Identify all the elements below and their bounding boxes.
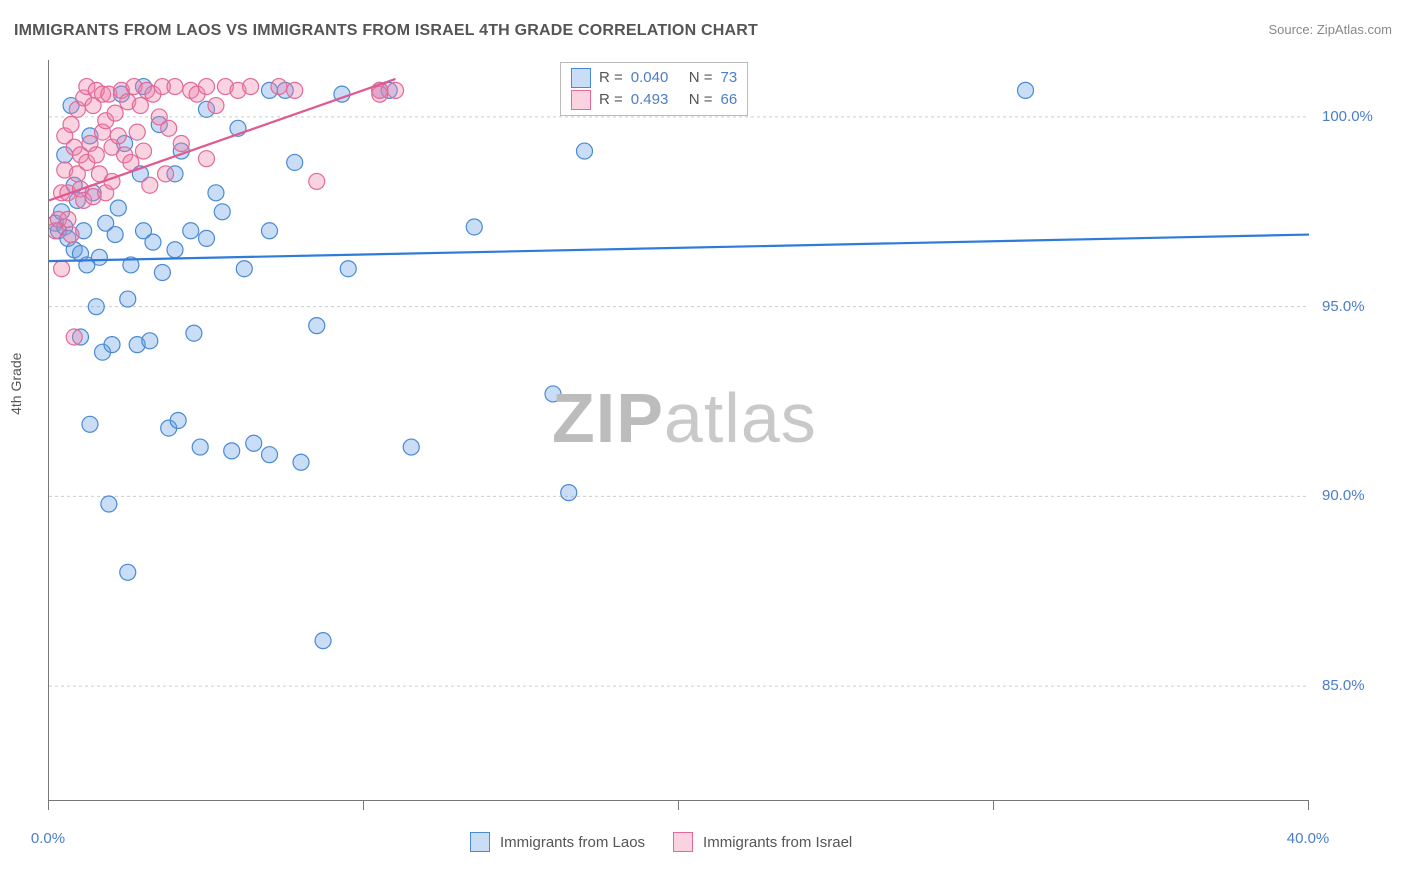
scatter-point bbox=[293, 454, 309, 470]
legend-r-value: 0.040 bbox=[631, 67, 681, 89]
scatter-point bbox=[158, 166, 174, 182]
plot-svg bbox=[49, 60, 1309, 800]
scatter-point bbox=[199, 230, 215, 246]
scatter-point bbox=[208, 98, 224, 114]
scatter-point bbox=[372, 86, 388, 102]
scatter-point bbox=[246, 435, 262, 451]
x-tick-mark bbox=[678, 800, 679, 810]
scatter-point bbox=[287, 154, 303, 170]
legend-n-label: N = bbox=[689, 89, 713, 111]
scatter-point bbox=[224, 443, 240, 459]
scatter-point bbox=[132, 98, 148, 114]
scatter-point bbox=[110, 128, 126, 144]
scatter-point bbox=[88, 147, 104, 163]
x-tick-mark bbox=[363, 800, 364, 810]
scatter-point bbox=[466, 219, 482, 235]
scatter-point bbox=[88, 299, 104, 315]
scatter-point bbox=[545, 386, 561, 402]
scatter-point bbox=[388, 82, 404, 98]
scatter-point bbox=[142, 177, 158, 193]
legend-row: R = 0.040 N = 73 bbox=[571, 67, 737, 89]
x-tick-label: 40.0% bbox=[1287, 830, 1330, 847]
scatter-point bbox=[173, 135, 189, 151]
scatter-point bbox=[161, 120, 177, 136]
y-tick-label: 90.0% bbox=[1322, 487, 1365, 504]
scatter-point bbox=[154, 265, 170, 281]
scatter-plot bbox=[48, 60, 1309, 801]
legend-bottom: Immigrants from Laos Immigrants from Isra… bbox=[470, 832, 870, 852]
legend-swatch bbox=[571, 68, 591, 88]
scatter-point bbox=[82, 416, 98, 432]
scatter-point bbox=[287, 82, 303, 98]
scatter-point bbox=[208, 185, 224, 201]
y-tick-label: 95.0% bbox=[1322, 298, 1365, 315]
scatter-point bbox=[167, 79, 183, 95]
scatter-point bbox=[142, 333, 158, 349]
scatter-point bbox=[340, 261, 356, 277]
scatter-point bbox=[101, 496, 117, 512]
scatter-point bbox=[54, 261, 70, 277]
legend-n-value: 66 bbox=[721, 89, 738, 111]
scatter-point bbox=[107, 227, 123, 243]
scatter-point bbox=[199, 79, 215, 95]
scatter-point bbox=[60, 211, 76, 227]
scatter-point bbox=[136, 143, 152, 159]
scatter-point bbox=[243, 79, 259, 95]
trend-line bbox=[49, 235, 1309, 262]
legend-series-name: Immigrants from Israel bbox=[703, 834, 852, 851]
chart-title: IMMIGRANTS FROM LAOS VS IMMIGRANTS FROM … bbox=[14, 22, 758, 40]
legend-swatch bbox=[571, 90, 591, 110]
x-tick-label: 0.0% bbox=[31, 830, 65, 847]
legend-n-label: N = bbox=[689, 67, 713, 89]
legend-swatch bbox=[673, 832, 693, 852]
scatter-point bbox=[63, 227, 79, 243]
legend-swatch bbox=[470, 832, 490, 852]
scatter-point bbox=[129, 124, 145, 140]
x-tick-mark bbox=[48, 800, 49, 810]
scatter-point bbox=[170, 413, 186, 429]
scatter-point bbox=[66, 329, 82, 345]
scatter-point bbox=[577, 143, 593, 159]
scatter-point bbox=[107, 105, 123, 121]
x-tick-mark bbox=[993, 800, 994, 810]
legend-row: R = 0.493 N = 66 bbox=[571, 89, 737, 111]
scatter-point bbox=[145, 234, 161, 250]
scatter-point bbox=[110, 200, 126, 216]
scatter-point bbox=[91, 249, 107, 265]
scatter-point bbox=[120, 564, 136, 580]
scatter-point bbox=[1018, 82, 1034, 98]
scatter-point bbox=[123, 154, 139, 170]
legend-r-label: R = bbox=[599, 89, 623, 111]
scatter-point bbox=[183, 223, 199, 239]
scatter-point bbox=[262, 447, 278, 463]
scatter-point bbox=[561, 485, 577, 501]
scatter-point bbox=[167, 242, 183, 258]
scatter-point bbox=[236, 261, 252, 277]
scatter-point bbox=[262, 223, 278, 239]
scatter-point bbox=[309, 173, 325, 189]
legend-r-value: 0.493 bbox=[631, 89, 681, 111]
legend-r-label: R = bbox=[599, 67, 623, 89]
scatter-point bbox=[192, 439, 208, 455]
scatter-point bbox=[199, 151, 215, 167]
legend-series-name: Immigrants from Laos bbox=[500, 834, 645, 851]
scatter-point bbox=[63, 117, 79, 133]
x-tick-mark bbox=[1308, 800, 1309, 810]
y-axis-label: 4th Grade bbox=[8, 353, 24, 415]
legend-top: R = 0.040 N = 73 R = 0.493 N = 66 bbox=[560, 62, 748, 116]
y-tick-label: 85.0% bbox=[1322, 677, 1365, 694]
scatter-point bbox=[271, 79, 287, 95]
source-label: Source: ZipAtlas.com bbox=[1268, 22, 1392, 37]
scatter-point bbox=[214, 204, 230, 220]
scatter-point bbox=[120, 291, 136, 307]
scatter-point bbox=[186, 325, 202, 341]
scatter-point bbox=[309, 318, 325, 334]
scatter-point bbox=[403, 439, 419, 455]
legend-n-value: 73 bbox=[721, 67, 738, 89]
scatter-point bbox=[315, 633, 331, 649]
scatter-point bbox=[104, 337, 120, 353]
y-tick-label: 100.0% bbox=[1322, 108, 1373, 125]
